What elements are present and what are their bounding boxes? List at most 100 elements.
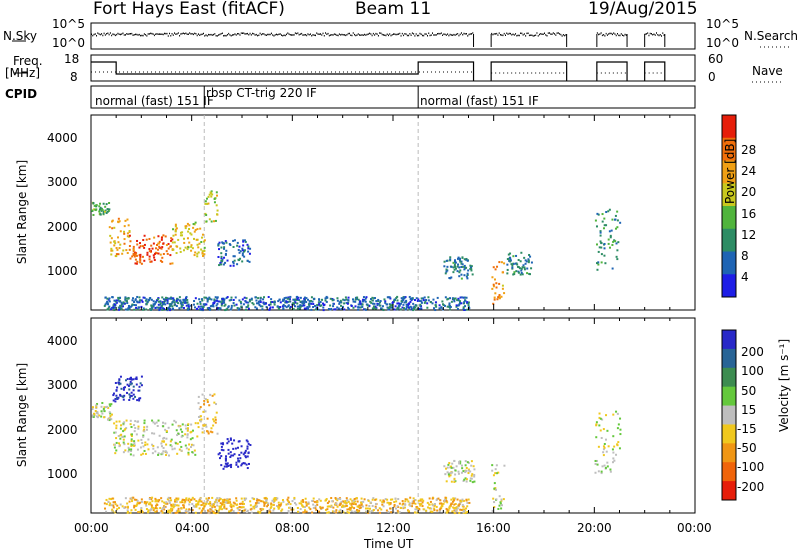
power-cell <box>492 266 495 269</box>
power-cell <box>403 301 406 304</box>
power-cell <box>409 305 412 308</box>
velocity-cell <box>160 442 163 445</box>
velocity-cell <box>491 509 494 512</box>
velocity-cell <box>597 445 600 448</box>
velocity-cell <box>448 505 451 508</box>
power-cell <box>405 303 408 306</box>
power-cell <box>282 303 285 306</box>
velocity-cell <box>374 502 377 505</box>
velocity-cell <box>422 508 425 511</box>
velocity-cell <box>140 384 143 387</box>
velocity-cell <box>382 505 385 508</box>
power-cell <box>193 254 196 257</box>
velocity-colorbar-cell <box>722 405 736 425</box>
velocity-cell <box>119 434 122 437</box>
power-cell <box>210 195 213 198</box>
velocity-cell <box>309 508 312 511</box>
velocity-cell <box>461 499 464 502</box>
velocity-cell <box>449 503 452 506</box>
power-cell <box>506 268 509 271</box>
power-cell <box>150 298 153 301</box>
velocity-cell <box>346 499 349 502</box>
velocity-cell <box>129 423 132 426</box>
power-cell <box>465 275 468 278</box>
power-cell <box>203 253 206 256</box>
velocity-cell <box>115 420 118 423</box>
power-cell <box>500 295 503 298</box>
power-cell <box>600 246 603 249</box>
velocity-cell <box>175 509 178 512</box>
power-cell <box>308 305 311 308</box>
power-cell <box>615 255 618 258</box>
velocity-cell <box>213 505 216 508</box>
power-cell <box>460 262 463 265</box>
power-cell <box>230 304 233 307</box>
power-cell <box>219 307 222 310</box>
velocity-cell <box>211 505 214 508</box>
power-cell <box>204 303 207 306</box>
power-cell <box>309 299 312 302</box>
power-cell <box>123 302 126 305</box>
power-cell <box>139 255 142 258</box>
velocity-cell <box>469 470 472 473</box>
power-ytick-4000: 4000 <box>47 131 78 145</box>
velocity-cell <box>449 474 452 477</box>
power-cell <box>149 296 152 299</box>
velocity-cell <box>126 510 129 513</box>
velocity-cell <box>599 417 602 420</box>
power-cell <box>166 299 169 302</box>
velocity-cell <box>152 444 155 447</box>
power-cell <box>501 271 504 274</box>
velocity-cell <box>275 504 278 507</box>
velocity-cell <box>299 508 302 511</box>
velocity-cell <box>147 511 150 514</box>
velocity-cell <box>128 448 131 451</box>
velocity-cell <box>108 403 111 406</box>
power-cell <box>180 306 183 309</box>
velocity-cell <box>186 510 189 513</box>
velocity-cell <box>202 502 205 505</box>
power-cell <box>524 262 527 265</box>
velocity-cell <box>327 511 330 514</box>
power-cell <box>448 302 451 305</box>
velocity-cell <box>286 498 289 501</box>
velocity-cell <box>130 445 133 448</box>
velocity-cell <box>246 447 249 450</box>
power-cell <box>350 304 353 307</box>
velocity-cell <box>140 500 143 503</box>
power-cell <box>465 258 468 261</box>
power-cell <box>134 253 137 256</box>
velocity-cell <box>214 508 217 511</box>
velocity-cell <box>617 441 620 444</box>
velocity-cell <box>428 503 431 506</box>
velocity-cell <box>147 438 150 441</box>
velocity-cell <box>213 393 216 396</box>
velocity-cell <box>110 418 113 421</box>
velocity-cell <box>153 432 156 435</box>
axis-ticks <box>90 115 696 513</box>
velocity-cell <box>607 445 610 448</box>
velocity-cell <box>103 416 106 419</box>
nsky-tick-top: 10^5 <box>52 17 85 31</box>
power-cell <box>400 297 403 300</box>
velocity-cell <box>119 437 122 440</box>
velocity-cell <box>365 504 368 507</box>
power-cell <box>201 308 204 311</box>
velocity-cell <box>122 438 125 441</box>
velocity-cell <box>411 500 414 503</box>
power-cell <box>111 219 114 222</box>
velocity-cell <box>151 432 154 435</box>
power-cell <box>105 203 108 206</box>
power-cell <box>380 307 383 310</box>
power-cell <box>232 239 235 242</box>
power-cell <box>217 242 220 245</box>
power-cell <box>165 244 168 247</box>
velocity-colorbar <box>721 329 737 501</box>
velocity-cell <box>242 509 245 512</box>
power-cell <box>138 246 141 249</box>
power-cell <box>254 306 257 309</box>
power-cell <box>390 304 393 307</box>
power-cell <box>462 307 465 310</box>
power-cell <box>246 243 249 246</box>
power-cell <box>152 254 155 257</box>
